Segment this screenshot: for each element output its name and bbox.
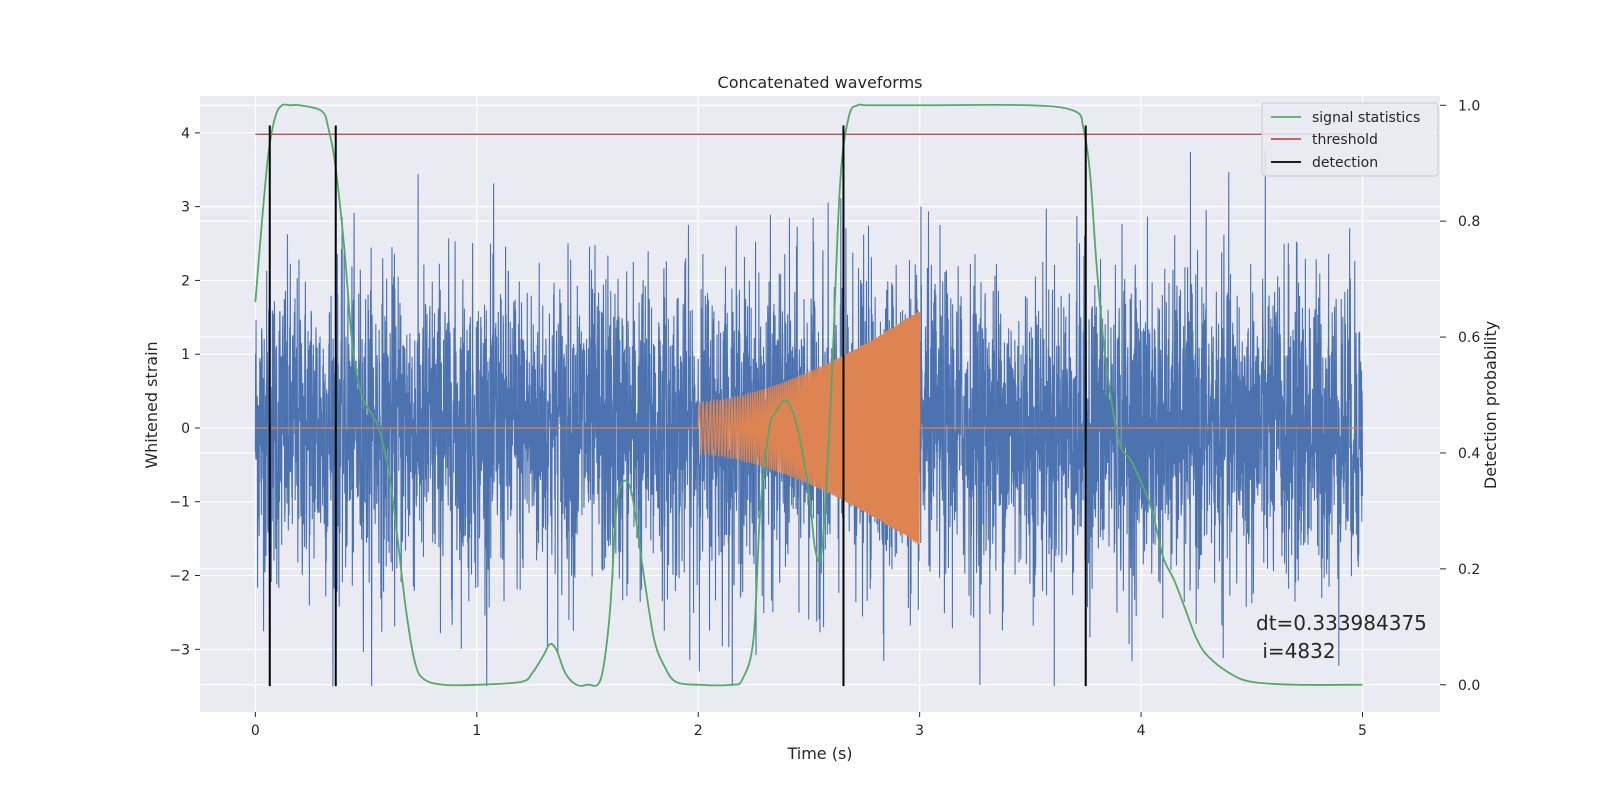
annotation-i: i=4832 xyxy=(1256,639,1336,663)
x-tick-label-2: 2 xyxy=(694,723,703,739)
y2-tick-label-5: 1.0 xyxy=(1458,98,1480,114)
y-tick-label-1: −2 xyxy=(169,569,190,585)
y2-axis-label: Detection probability xyxy=(1481,321,1500,489)
y-axis-label: Whitened strain xyxy=(142,341,161,468)
y-tick-label-2: −1 xyxy=(169,495,190,511)
y2-tick-label-3: 0.6 xyxy=(1458,330,1480,346)
y-tick-label-5: 2 xyxy=(181,273,190,289)
y-tick-label-4: 1 xyxy=(181,347,190,363)
y2-tick-label-2: 0.4 xyxy=(1458,446,1480,462)
x-tick-label-4: 4 xyxy=(1137,723,1146,739)
chart-title: Concatenated waveforms xyxy=(718,73,923,92)
y-tick-label-7: 4 xyxy=(181,126,190,142)
y-tick-label-6: 3 xyxy=(181,200,190,216)
y-axis-left: −3 −2 −1 0 1 2 3 4 xyxy=(169,126,200,658)
legend-label-signal-statistics: signal statistics xyxy=(1312,110,1420,126)
injected-signal-line xyxy=(255,310,1363,545)
y-axis-right: 0.0 0.2 0.4 0.6 0.8 1.0 xyxy=(1440,98,1480,694)
x-tick-label-0: 0 xyxy=(251,723,260,739)
legend-label-detection: detection xyxy=(1312,155,1378,171)
x-axis-label: Time (s) xyxy=(786,744,852,763)
y-tick-label-0: −3 xyxy=(169,642,190,658)
legend: signal statistics threshold detection xyxy=(1261,102,1439,177)
x-axis: 0 1 2 3 4 5 xyxy=(251,712,1367,739)
legend-label-threshold: threshold xyxy=(1312,132,1378,148)
y2-tick-label-0: 0.0 xyxy=(1458,678,1480,694)
y2-tick-label-1: 0.2 xyxy=(1458,562,1480,578)
x-tick-label-1: 1 xyxy=(472,723,481,739)
legend-box xyxy=(1261,102,1439,177)
x-tick-label-5: 5 xyxy=(1358,723,1367,739)
x-tick-label-3: 3 xyxy=(915,723,924,739)
y-tick-label-3: 0 xyxy=(181,421,190,437)
y2-tick-label-4: 0.8 xyxy=(1458,214,1480,230)
signal-statistics-line xyxy=(254,103,1363,687)
series-layer xyxy=(254,103,1364,687)
annotation-dt: dt=0.333984375 xyxy=(1256,611,1427,635)
